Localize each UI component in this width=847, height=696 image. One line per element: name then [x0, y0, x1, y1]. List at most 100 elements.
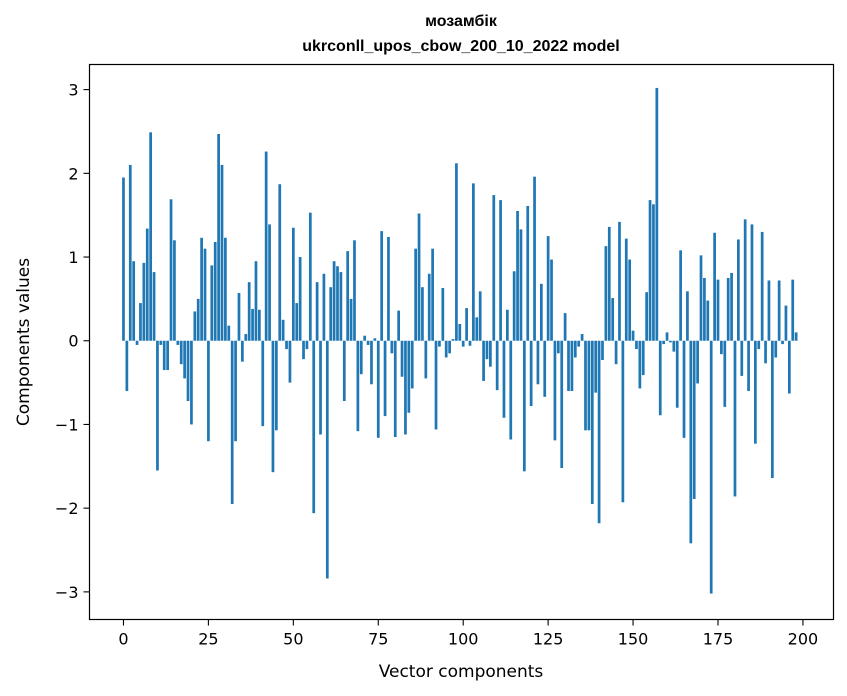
- bar: [509, 340, 513, 440]
- bar: [624, 238, 628, 341]
- bar: [543, 340, 547, 397]
- bar: [404, 340, 407, 435]
- bar: [329, 287, 333, 341]
- bar: [363, 335, 367, 341]
- y-tick-label: −3: [55, 583, 79, 602]
- bar: [641, 340, 645, 376]
- bar: [166, 340, 169, 371]
- bar: [611, 298, 615, 341]
- bar: [179, 340, 183, 365]
- bar: [302, 340, 305, 360]
- bar: [336, 266, 339, 341]
- bar: [417, 213, 421, 341]
- bar: [128, 164, 132, 341]
- bar: [686, 291, 689, 341]
- bar: [747, 340, 750, 391]
- x-tick-label: 50: [283, 630, 303, 649]
- bar: [662, 340, 665, 345]
- x-tick-label: 100: [448, 630, 479, 649]
- bar: [176, 340, 180, 345]
- bar: [655, 87, 659, 341]
- bar: [723, 340, 727, 407]
- bar: [274, 340, 278, 431]
- bar: [556, 340, 560, 354]
- y-tick-label: 0: [68, 332, 78, 351]
- bar: [536, 340, 540, 385]
- bar: [794, 332, 798, 341]
- bar: [220, 164, 224, 341]
- bar: [149, 132, 153, 341]
- y-tick-label: 1: [68, 248, 78, 267]
- bar: [213, 241, 217, 341]
- bar: [254, 261, 258, 341]
- bar: [550, 259, 553, 341]
- x-tick-label: 175: [703, 630, 734, 649]
- bar: [162, 340, 166, 371]
- bar: [614, 340, 618, 365]
- y-tick-label: 2: [68, 164, 78, 183]
- bar: [706, 300, 710, 341]
- bars-group: [122, 87, 798, 594]
- bar: [366, 340, 370, 345]
- bar: [726, 277, 730, 341]
- bar: [516, 210, 519, 341]
- bar: [424, 340, 428, 379]
- bar: [485, 340, 489, 360]
- bar: [784, 305, 788, 341]
- bar: [696, 340, 699, 384]
- bar: [587, 340, 591, 431]
- bar: [665, 332, 669, 341]
- bar: [539, 283, 543, 341]
- bar: [349, 298, 353, 341]
- bar: [438, 340, 441, 347]
- bar: [492, 195, 496, 341]
- bar: [672, 340, 676, 352]
- bar: [427, 273, 431, 341]
- bar: [342, 340, 346, 402]
- plot-frame: [88, 63, 835, 621]
- bar: [692, 340, 696, 499]
- y-axis-label: Components values: [14, 258, 34, 426]
- y-axis-ticks: −3 −2 −1 0 1 2 3: [55, 81, 90, 602]
- bar: [339, 272, 343, 341]
- bar: [679, 250, 682, 341]
- bar: [675, 340, 679, 408]
- bar: [414, 248, 417, 341]
- bar: [139, 303, 142, 341]
- bar: [298, 257, 302, 341]
- bar: [478, 291, 482, 341]
- bar: [325, 340, 329, 579]
- bar: [356, 340, 360, 432]
- bar: [618, 221, 621, 341]
- bar: [271, 340, 275, 473]
- bar: [594, 340, 598, 393]
- bar: [573, 340, 577, 358]
- bar: [787, 340, 791, 394]
- bar: [373, 338, 377, 341]
- bar: [628, 259, 632, 341]
- bar: [597, 340, 601, 524]
- x-tick-label: 25: [198, 630, 218, 649]
- bar: [186, 340, 190, 402]
- bar: [224, 237, 227, 341]
- bar: [190, 340, 193, 425]
- bar: [713, 232, 716, 341]
- bar: [567, 340, 570, 391]
- bar: [570, 340, 574, 391]
- bar: [743, 219, 747, 341]
- bar: [410, 340, 414, 389]
- bar: [319, 340, 322, 435]
- bar: [709, 340, 713, 594]
- bar: [546, 236, 550, 341]
- y-tick-label: 3: [68, 81, 78, 100]
- bar: [645, 292, 649, 341]
- bar: [689, 340, 693, 544]
- bar: [397, 310, 401, 341]
- bar: [305, 340, 309, 350]
- bar: [519, 229, 523, 341]
- bar: [652, 204, 655, 341]
- y-tick-label: −2: [55, 499, 79, 518]
- bar: [631, 330, 635, 341]
- x-axis-ticks: 0 25 50 75 100 125 150 175 200: [118, 619, 818, 649]
- bar: [383, 340, 387, 417]
